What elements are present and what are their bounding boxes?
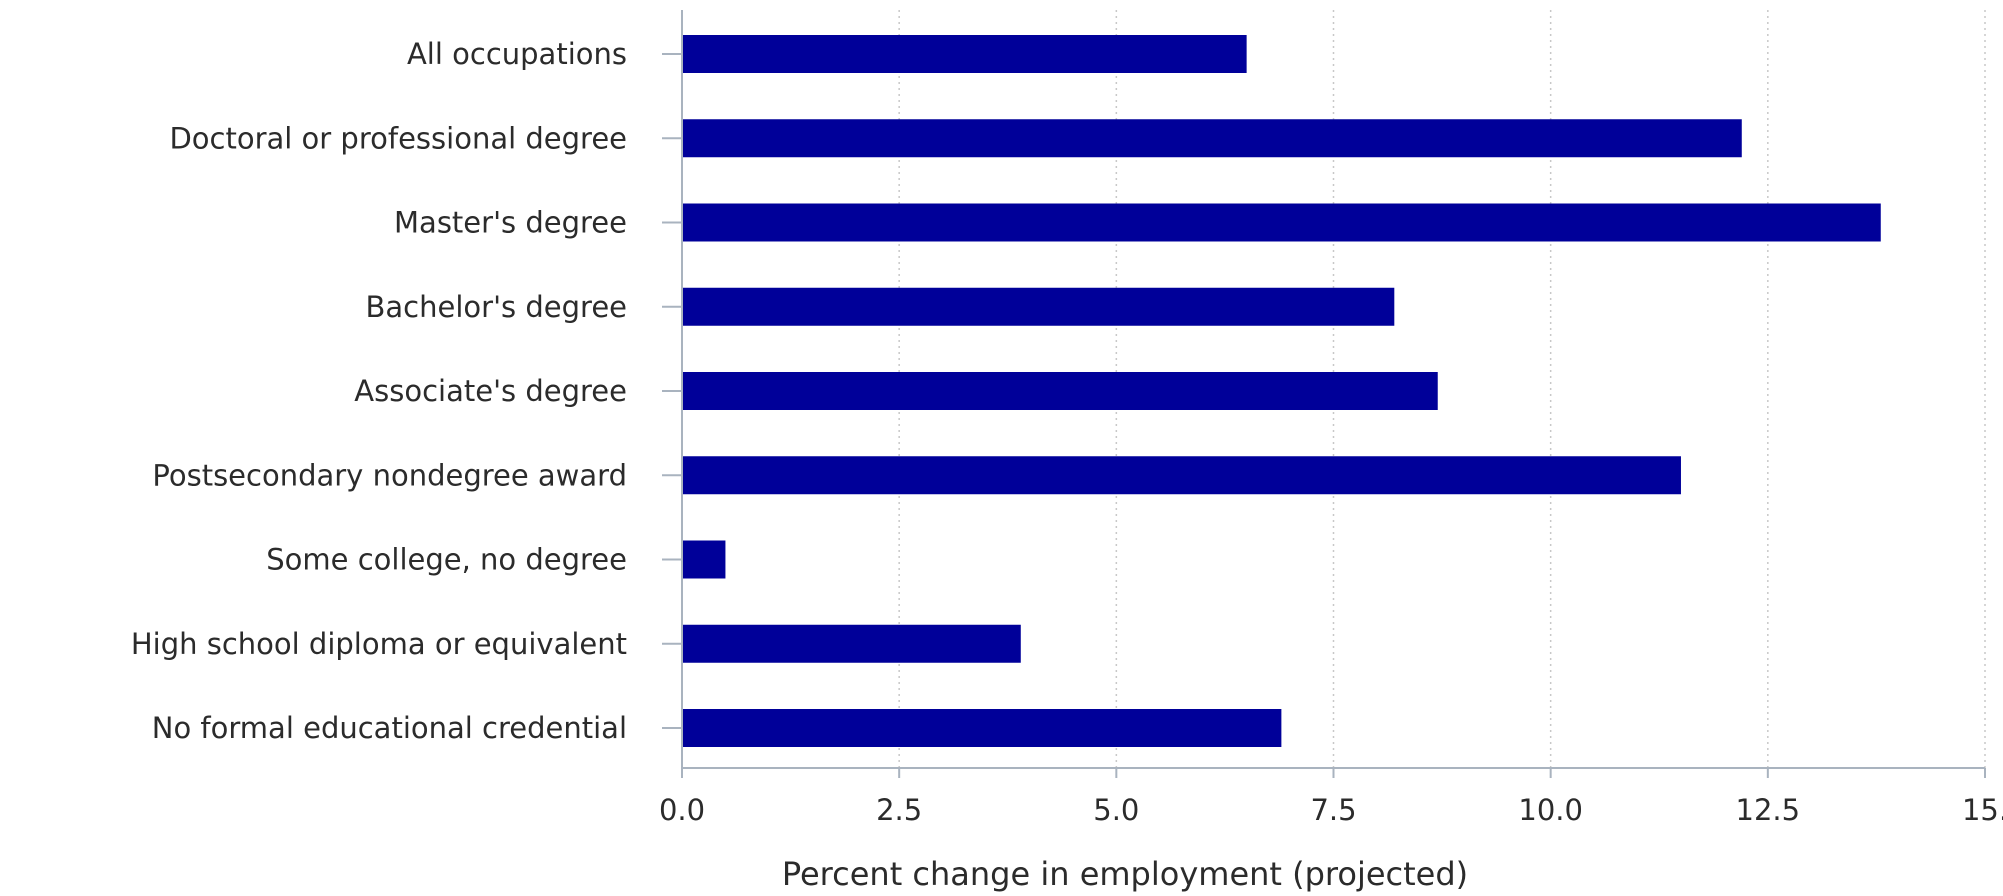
- category-label-2: Master's degree: [394, 206, 627, 240]
- bar-8: [682, 709, 1282, 747]
- bars: [682, 35, 1881, 747]
- x-tick-label-5: 12.5: [1736, 793, 1801, 827]
- category-label-4: Associate's degree: [354, 374, 627, 408]
- bar-4: [682, 372, 1438, 410]
- x-tick-label-1: 2.5: [876, 793, 922, 827]
- category-label-1: Doctoral or professional degree: [169, 121, 627, 155]
- category-label-5: Postsecondary nondegree award: [152, 458, 627, 492]
- bar-1: [682, 119, 1742, 158]
- x-tick-label-4: 10.0: [1518, 793, 1583, 827]
- bar-5: [682, 456, 1681, 495]
- value-ticks: 0.0 2.5 5.0 7.5 10.0 12.5 15.: [659, 768, 2003, 827]
- bar-3: [682, 287, 1395, 326]
- x-tick-label-6: 15.: [1962, 793, 2003, 827]
- category-label-8: No formal educational credential: [152, 711, 627, 745]
- x-axis-title: Percent change in employment (projected): [782, 855, 1468, 893]
- bar-6: [682, 540, 726, 579]
- category-ticks: All occupations Doctoral or professional …: [131, 37, 682, 745]
- bar-0: [682, 35, 1247, 73]
- x-tick-label-0: 0.0: [659, 793, 705, 827]
- category-label-3: Bachelor's degree: [366, 290, 627, 324]
- category-label-0: All occupations: [407, 37, 627, 71]
- category-label-6: Some college, no degree: [266, 543, 627, 577]
- bar-7: [682, 624, 1021, 663]
- category-label-7: High school diploma or equivalent: [131, 627, 627, 661]
- x-tick-label-3: 7.5: [1310, 793, 1356, 827]
- bar-2: [682, 203, 1881, 242]
- x-tick-label-2: 5.0: [1093, 793, 1139, 827]
